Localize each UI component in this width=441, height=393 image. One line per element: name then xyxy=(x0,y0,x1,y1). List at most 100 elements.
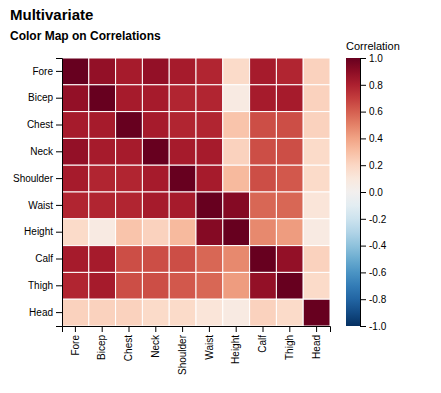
heatmap-cell xyxy=(303,219,330,246)
heatmap-cell xyxy=(276,112,303,139)
x-tick: Fore xyxy=(70,326,81,356)
heatmap-cell xyxy=(250,299,277,326)
heatmap-cell xyxy=(196,272,223,299)
heatmap-cell xyxy=(142,299,169,326)
heatmap-cell xyxy=(169,272,196,299)
heatmap-cell xyxy=(276,272,303,299)
x-tick-mark xyxy=(102,326,103,332)
heatmap-cell xyxy=(276,219,303,246)
heatmap-cell xyxy=(196,246,223,273)
y-tick-label: Fore xyxy=(32,66,53,77)
x-tick-mark xyxy=(209,326,210,332)
y-tick-label: Head xyxy=(29,307,53,318)
x-tick: Shoulder xyxy=(177,326,188,375)
colorbar-tick-mark xyxy=(360,219,366,220)
heatmap-cell xyxy=(250,219,277,246)
colorbar-title: Correlation xyxy=(346,40,400,52)
x-tick-label: Bicep xyxy=(96,335,107,360)
heatmap-cell xyxy=(89,112,116,139)
heatmap-cell xyxy=(196,112,223,139)
heatmap-cell xyxy=(116,299,143,326)
heatmap-cell xyxy=(223,299,250,326)
colorbar-tick-label: 1.0 xyxy=(369,53,383,64)
heatmap-cell xyxy=(62,112,89,139)
heatmap-cell xyxy=(250,272,277,299)
heatmap-cell xyxy=(196,85,223,112)
colorbar-tick: 0.6 xyxy=(360,106,383,117)
heatmap-cell xyxy=(62,192,89,219)
heatmap-cell xyxy=(223,192,250,219)
heatmap-cell xyxy=(196,165,223,192)
colorbar-tick-mark xyxy=(360,299,366,300)
y-tick-label: Height xyxy=(24,226,53,237)
colorbar-tick-mark xyxy=(360,138,366,139)
y-tick-mark xyxy=(56,151,62,152)
y-tick-mark xyxy=(56,205,62,206)
y-tick-label: Thigh xyxy=(28,280,53,291)
x-tick-mark xyxy=(289,326,290,332)
title: Multivariate xyxy=(10,6,93,23)
heatmap-cell xyxy=(169,138,196,165)
heatmap-cell xyxy=(196,138,223,165)
colorbar-tick-label: -0.4 xyxy=(369,240,387,251)
heatmap-cell xyxy=(89,138,116,165)
heatmap-cell xyxy=(169,246,196,273)
colorbar-tick-mark xyxy=(360,192,366,193)
y-tick-label: Calf xyxy=(35,253,53,264)
x-tick-mark xyxy=(129,326,130,332)
colorbar-tick: 1.0 xyxy=(360,53,383,64)
colorbar-tick-mark xyxy=(360,326,366,327)
colorbar-tick: 0.2 xyxy=(360,160,383,171)
x-tick: Bicep xyxy=(96,326,107,360)
colorbar-tick-label: -0.6 xyxy=(369,267,387,278)
x-tick-label: Chest xyxy=(123,335,134,361)
x-tick-label: Calf xyxy=(257,335,268,353)
heatmap-cell xyxy=(169,219,196,246)
heatmap-cell xyxy=(89,85,116,112)
y-tick: Waist xyxy=(28,200,62,211)
heatmap-cell xyxy=(169,58,196,85)
heatmap-cell xyxy=(250,138,277,165)
heatmap-cell xyxy=(223,219,250,246)
y-tick: Neck xyxy=(30,146,62,157)
heatmap-cell xyxy=(142,246,169,273)
heatmap-cell xyxy=(223,165,250,192)
colorbar-tick: -0.2 xyxy=(360,214,387,225)
heatmap-cell xyxy=(223,85,250,112)
heatmap-cell xyxy=(196,58,223,85)
heatmap-cell xyxy=(276,138,303,165)
heatmap-cell xyxy=(223,58,250,85)
heatmap-cell xyxy=(303,192,330,219)
cells xyxy=(62,58,330,326)
colorbar-tick-mark xyxy=(360,272,366,273)
heatmap-cell xyxy=(223,272,250,299)
colorbar-tick-label: 0.4 xyxy=(369,133,383,144)
heatmap-cell xyxy=(89,58,116,85)
y-tick-label: Bicep xyxy=(28,92,53,103)
x-tick: Neck xyxy=(150,326,161,358)
heatmap-cell xyxy=(223,246,250,273)
x-tick-mark xyxy=(182,326,183,332)
heatmap-cell xyxy=(89,246,116,273)
heatmap-cell xyxy=(142,165,169,192)
heatmap-cell xyxy=(169,165,196,192)
heatmap-cell xyxy=(142,58,169,85)
x-tick: Height xyxy=(230,326,241,364)
x-tick-mark xyxy=(155,326,156,332)
x-tick: Waist xyxy=(204,326,215,360)
x-tick: Chest xyxy=(123,326,134,361)
heatmap-cell xyxy=(169,299,196,326)
colorbar-tick-label: 0.8 xyxy=(369,80,383,91)
colorbar-tick-label: -0.8 xyxy=(369,294,387,305)
colorbar-tick: -0.6 xyxy=(360,267,387,278)
heatmap-cell xyxy=(303,272,330,299)
colorbar-tick-label: 0.6 xyxy=(369,106,383,117)
heatmap-cell xyxy=(142,272,169,299)
colorbar-tick-mark xyxy=(360,246,366,247)
colorbar-tick: 0.0 xyxy=(360,187,383,198)
y-tick-mark xyxy=(56,232,62,233)
heatmap-cell xyxy=(196,192,223,219)
y-tick: Height xyxy=(24,226,62,237)
heatmap-cell xyxy=(89,219,116,246)
heatmap-cell xyxy=(142,192,169,219)
